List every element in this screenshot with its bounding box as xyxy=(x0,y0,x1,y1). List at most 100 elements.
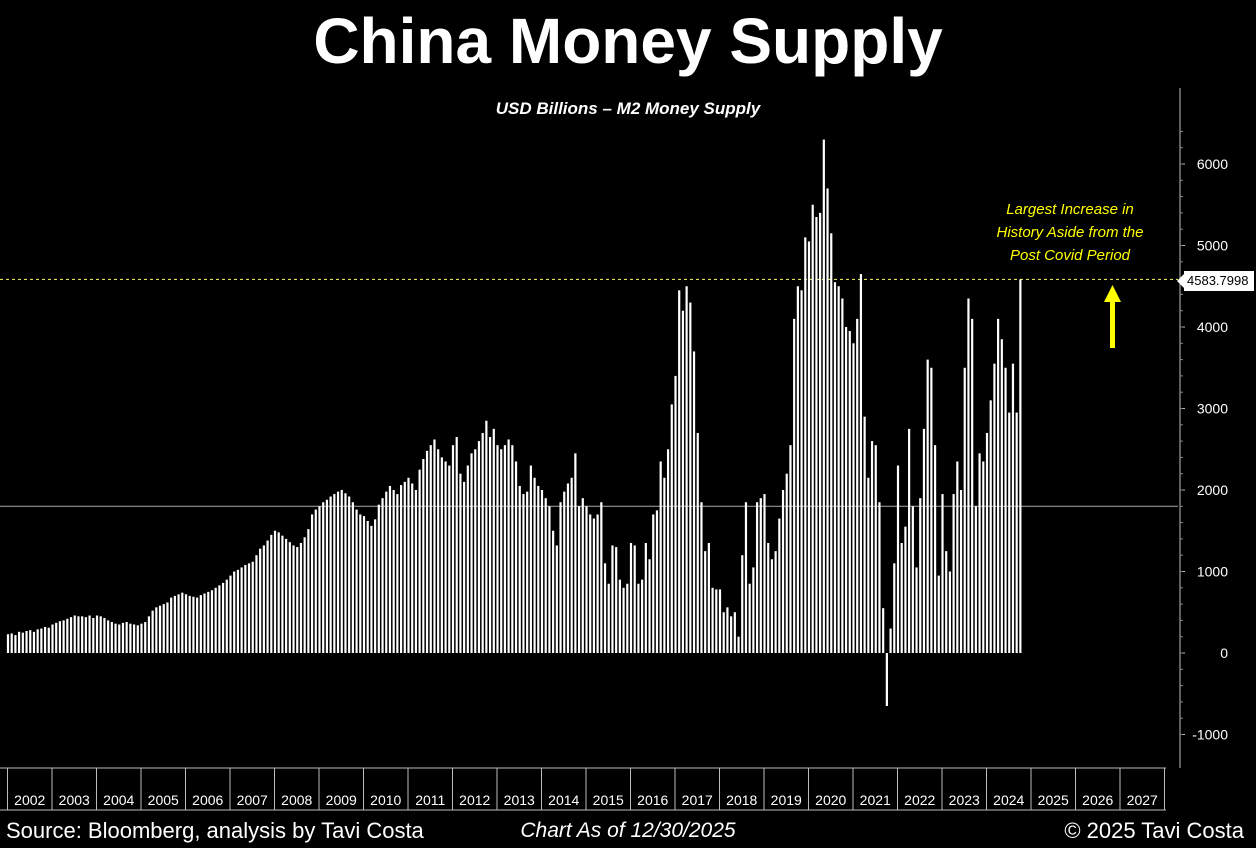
bar xyxy=(285,538,288,653)
bar xyxy=(422,459,425,653)
bar xyxy=(707,542,710,653)
bar xyxy=(470,453,473,653)
bar xyxy=(592,518,596,653)
bar xyxy=(247,563,251,653)
bar xyxy=(633,545,636,653)
bar xyxy=(262,545,265,653)
bar xyxy=(58,621,62,653)
bar xyxy=(540,490,544,653)
bar xyxy=(103,617,106,653)
bar xyxy=(437,449,440,653)
bar xyxy=(985,432,989,653)
bar xyxy=(778,518,781,653)
bar xyxy=(488,437,492,653)
bar xyxy=(859,274,863,653)
bar xyxy=(207,591,210,654)
bar xyxy=(496,445,499,653)
bar xyxy=(407,477,410,653)
bar xyxy=(577,506,581,653)
bar xyxy=(811,204,814,653)
bar xyxy=(941,494,944,653)
bar xyxy=(748,583,751,653)
bar xyxy=(678,290,681,653)
bar xyxy=(36,629,39,653)
annotation-line: Largest Increase in xyxy=(1006,201,1134,218)
bar xyxy=(889,628,892,653)
bar xyxy=(982,461,985,653)
bar xyxy=(948,571,952,653)
bar xyxy=(959,490,963,653)
bar xyxy=(1004,367,1007,653)
as-of-note: Chart As of 12/30/2025 xyxy=(520,819,736,842)
bar xyxy=(40,628,43,653)
bar xyxy=(863,416,866,653)
bar xyxy=(355,509,358,653)
bar xyxy=(170,597,173,653)
bar xyxy=(956,461,959,653)
bar xyxy=(25,631,28,653)
bar xyxy=(963,367,966,653)
y-tick-label: 4000 xyxy=(1197,319,1228,335)
bar xyxy=(466,465,469,653)
bar xyxy=(815,216,818,654)
bar xyxy=(92,617,95,653)
bar xyxy=(132,624,136,653)
bar xyxy=(807,241,811,653)
bar xyxy=(162,604,165,653)
bar xyxy=(507,439,510,653)
bar xyxy=(440,457,443,653)
bar xyxy=(922,428,926,654)
annotation-line: History Aside from the xyxy=(996,224,1144,241)
bar xyxy=(399,485,403,653)
bar xyxy=(299,542,303,653)
x-tick-label: 2008 xyxy=(281,792,312,808)
bar xyxy=(236,569,240,653)
y-tick-label: -1000 xyxy=(1192,727,1228,743)
bar xyxy=(136,625,139,653)
bar xyxy=(1011,363,1015,653)
y-tick-label: 3000 xyxy=(1197,401,1228,417)
bar xyxy=(255,555,258,653)
x-tick-label: 2016 xyxy=(637,792,668,808)
bar xyxy=(900,542,903,653)
bar xyxy=(548,506,551,653)
bar xyxy=(893,563,896,653)
bar xyxy=(767,542,770,653)
bar xyxy=(615,547,618,653)
bar xyxy=(993,363,996,653)
bar xyxy=(681,310,685,653)
x-tick-label: 2009 xyxy=(326,792,357,808)
bar xyxy=(589,514,592,653)
bar xyxy=(21,632,24,654)
bar xyxy=(607,583,610,653)
bar xyxy=(118,624,121,653)
bar xyxy=(537,485,540,653)
bar xyxy=(1019,279,1022,653)
bar xyxy=(856,318,859,653)
bar xyxy=(29,630,32,653)
bar xyxy=(555,545,558,653)
bar xyxy=(107,620,110,653)
bar xyxy=(281,535,284,653)
x-tick-label: 2021 xyxy=(860,792,891,808)
x-axis: 2002 2003 2004 2005 2006 2007 2008 2009 2010 2011… xyxy=(0,767,1166,811)
y-tick-label: 6000 xyxy=(1197,156,1228,172)
bar xyxy=(533,477,536,653)
x-tick-label: 2023 xyxy=(949,792,980,808)
x-tick-label: 2002 xyxy=(14,792,45,808)
bar xyxy=(6,634,10,653)
bar xyxy=(173,595,176,653)
bar xyxy=(266,540,269,653)
bar xyxy=(121,622,125,653)
bar xyxy=(429,445,432,653)
x-tick-label: 2019 xyxy=(771,792,802,808)
bar xyxy=(759,498,762,653)
bar xyxy=(952,494,955,653)
bar xyxy=(915,567,918,653)
bar xyxy=(882,608,885,653)
bar xyxy=(689,302,692,653)
bar xyxy=(652,514,655,653)
bar xyxy=(733,612,736,653)
x-tick-label: 2010 xyxy=(370,792,401,808)
